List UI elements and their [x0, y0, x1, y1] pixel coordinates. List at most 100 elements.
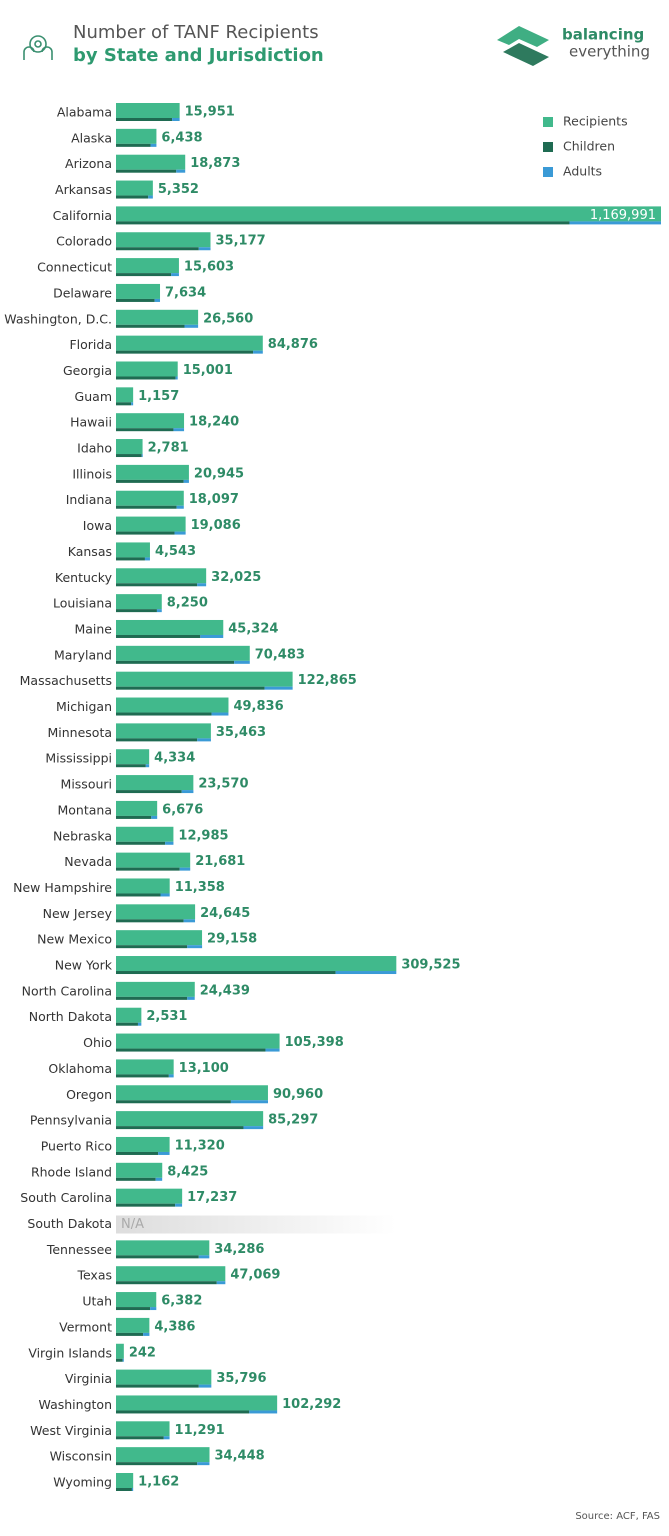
- bar: [116, 479, 184, 483]
- value-label: 90,960: [273, 1087, 323, 1102]
- bar: [116, 1240, 210, 1256]
- category-label: Idaho: [77, 441, 112, 456]
- bar: [198, 247, 211, 251]
- bar: [151, 815, 158, 819]
- value-label: 18,097: [189, 492, 239, 507]
- value-label: 35,796: [216, 1371, 266, 1386]
- bar: [116, 1436, 164, 1440]
- legend-swatch: [543, 117, 553, 127]
- value-label: 1,169,991: [590, 208, 656, 223]
- category-label: Washington, D.C.: [4, 311, 112, 326]
- value-label: 49,836: [233, 699, 283, 714]
- category-label: Kansas: [68, 544, 112, 559]
- bar: [116, 841, 166, 845]
- bar: [116, 103, 180, 118]
- value-label: 6,438: [161, 130, 202, 145]
- value-label: 15,001: [183, 363, 233, 378]
- bar: [116, 180, 153, 196]
- value-label: 15,951: [185, 105, 235, 120]
- bar: [116, 1473, 134, 1488]
- category-label: Tennessee: [46, 1242, 112, 1257]
- value-label: 11,291: [175, 1423, 225, 1438]
- bar: [176, 169, 186, 173]
- bar: [176, 505, 184, 509]
- category-label: Pennsylvania: [30, 1113, 112, 1128]
- bar: [116, 1022, 138, 1026]
- bar: [116, 1384, 199, 1388]
- bar: [165, 841, 174, 845]
- bar: [173, 428, 185, 432]
- bar: [249, 1410, 278, 1414]
- bar: [116, 283, 161, 299]
- bar: [116, 878, 170, 894]
- bar: [116, 697, 229, 713]
- value-label: 17,237: [187, 1190, 237, 1205]
- bar: [116, 1007, 142, 1023]
- category-label: New Hampshire: [13, 880, 112, 895]
- bar: [116, 247, 199, 251]
- value-label: 11,358: [175, 880, 225, 895]
- bar: [116, 1188, 183, 1204]
- bar: [116, 919, 184, 923]
- bar: [253, 350, 263, 354]
- bar: [150, 143, 157, 147]
- bar: [116, 800, 158, 816]
- category-label: Louisiana: [53, 596, 112, 611]
- bar: [116, 1126, 244, 1130]
- value-label: 24,645: [200, 906, 250, 921]
- bar: [264, 686, 293, 690]
- category-label: Nebraska: [53, 828, 112, 843]
- bar: [116, 1266, 226, 1282]
- bar: [116, 206, 661, 222]
- value-label: 309,525: [401, 958, 460, 973]
- bar: [175, 376, 178, 380]
- bar: [116, 996, 188, 1000]
- value-label: 122,865: [298, 673, 357, 688]
- value-label: 84,876: [268, 337, 318, 352]
- bar: [116, 1488, 132, 1491]
- bar: [116, 815, 152, 819]
- bar: [183, 919, 196, 923]
- bar: [116, 350, 254, 354]
- bar: [116, 1410, 250, 1414]
- bar: [145, 764, 150, 768]
- bar: [116, 298, 155, 302]
- bar: [141, 454, 143, 458]
- category-label: Michigan: [56, 699, 112, 714]
- value-label: 35,177: [216, 234, 266, 249]
- bar: [116, 1292, 157, 1308]
- category-label: Massachusetts: [20, 673, 112, 688]
- bar: [116, 118, 173, 121]
- bar: [116, 376, 176, 380]
- category-label: Missouri: [61, 777, 112, 792]
- bar: [116, 232, 211, 248]
- bar: [116, 1151, 159, 1155]
- bar: [116, 660, 235, 664]
- bar: [116, 945, 188, 949]
- bar: [187, 996, 195, 1000]
- category-label: Oklahoma: [48, 1061, 112, 1076]
- bar: [116, 1162, 163, 1178]
- bar: [116, 1203, 176, 1207]
- bar: [116, 956, 397, 972]
- category-label: Texas: [76, 1268, 112, 1283]
- bar: [197, 583, 207, 587]
- category-label: New Mexico: [37, 932, 112, 947]
- category-label: New Jersey: [43, 906, 113, 921]
- bar: [137, 1022, 142, 1026]
- value-label: 26,560: [203, 311, 253, 326]
- bar: [116, 594, 162, 610]
- bar: [116, 867, 180, 871]
- category-label: North Carolina: [22, 983, 112, 998]
- bar: [116, 1136, 170, 1152]
- bar: [116, 128, 157, 144]
- bar: [116, 904, 196, 920]
- bar: [116, 531, 175, 535]
- bar: [160, 893, 170, 897]
- bar: [183, 479, 189, 483]
- value-label: 18,873: [190, 156, 240, 171]
- value-label: 23,570: [198, 777, 248, 792]
- category-label: California: [53, 208, 112, 223]
- value-label: 13,100: [179, 1061, 229, 1076]
- bar: [116, 1332, 144, 1336]
